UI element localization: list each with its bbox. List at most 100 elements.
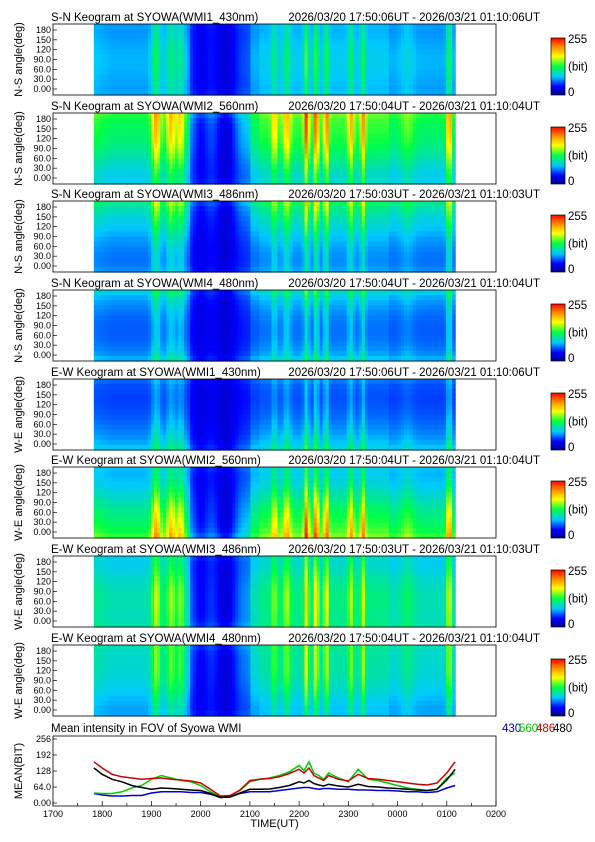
heatmap-cell: [394, 49, 399, 56]
heatmap-cell: [184, 34, 188, 40]
heatmap-cell: [190, 54, 194, 61]
heatmap-cell: [446, 123, 450, 129]
heatmap-cell: [154, 49, 158, 56]
heatmap-cell: [178, 118, 182, 124]
heatmap-cell: [142, 89, 146, 96]
heatmap-cell: [274, 168, 279, 175]
heatmap-cell: [310, 84, 315, 91]
heatmap-cell: [361, 118, 366, 124]
heatmap-cell: [316, 89, 321, 96]
heatmap-cell: [166, 34, 170, 40]
heatmap-cell: [283, 118, 288, 124]
heatmap-cell: [253, 49, 258, 56]
heatmap-cell: [145, 54, 149, 61]
heatmap-cell: [446, 153, 450, 160]
heatmap-cell: [265, 148, 270, 155]
heatmap-cell: [313, 178, 318, 185]
heatmap-cell: [172, 44, 176, 50]
heatmap-cell: [93, 246, 98, 253]
heatmap-cell: [211, 74, 215, 81]
heatmap-cell: [208, 118, 212, 124]
heatmap-cell: [187, 113, 191, 119]
heatmap-cell: [370, 89, 375, 96]
heatmap-cell: [298, 138, 303, 145]
heatmap-cell: [331, 69, 336, 76]
keogram-panels: S-N Keogram at SYOWA(WMI1_430nm) 2026/03/…: [13, 12, 588, 720]
heatmap-cell: [105, 246, 110, 253]
heatmap-cell: [250, 29, 255, 35]
heatmap-cell: [136, 79, 140, 86]
heatmap-cell: [160, 49, 164, 56]
heatmap-cell: [139, 29, 143, 35]
heatmap-cell: [334, 143, 339, 150]
heatmap-cell: [111, 216, 116, 222]
heatmap-cell: [117, 173, 122, 180]
heatmap-cell: [382, 168, 387, 175]
heatmap-cell: [151, 128, 155, 134]
heatmap-cell: [385, 143, 390, 150]
heatmap-cell: [253, 34, 258, 40]
heatmap-cell: [139, 24, 143, 30]
heatmap-cell: [419, 39, 423, 45]
heatmap-cell: [105, 54, 110, 61]
heatmap-cell: [132, 44, 137, 50]
heatmap-cell: [217, 113, 221, 119]
heatmap-cell: [367, 29, 372, 35]
heatmap-cell: [111, 74, 116, 81]
heatmap-cell: [256, 123, 261, 129]
heatmap-cell: [295, 113, 300, 119]
heatmap-cell: [265, 74, 270, 81]
heatmap-cell: [105, 168, 110, 175]
heatmap-cell: [397, 173, 402, 180]
heatmap-cell: [361, 64, 366, 71]
heatmap-cell: [256, 153, 261, 160]
heatmap-cell: [425, 74, 429, 81]
heatmap-cell: [443, 89, 447, 96]
heatmap-cell: [136, 89, 140, 96]
heatmap-cell: [425, 69, 429, 76]
heatmap-cell: [443, 74, 447, 81]
heatmap-cell: [262, 59, 267, 66]
heatmap-cell: [434, 138, 438, 145]
heatmap-cell: [274, 74, 279, 81]
heatmap-cell: [154, 138, 158, 145]
heatmap-cell: [361, 89, 366, 96]
heatmap-cell: [250, 39, 255, 45]
heatmap-cell: [96, 29, 101, 35]
heatmap-cell: [268, 153, 273, 160]
heatmap-cell: [202, 153, 206, 160]
heatmap-cell: [280, 24, 285, 30]
heatmap-cell: [307, 44, 312, 50]
heatmap-cell: [334, 163, 339, 170]
heatmap-cell: [172, 59, 176, 66]
heatmap-cell: [232, 178, 236, 185]
heatmap-cell: [102, 231, 107, 238]
heatmap-cell: [409, 178, 414, 185]
heatmap-cell: [452, 84, 456, 91]
heatmap-cell: [102, 153, 107, 160]
heatmap-cell: [196, 148, 200, 155]
heatmap-cell: [373, 34, 378, 40]
heatmap-cell: [214, 178, 218, 185]
heatmap-cell: [283, 74, 288, 81]
heatmap-cell: [196, 153, 200, 160]
heatmap-cell: [166, 158, 170, 165]
heatmap-cell: [114, 138, 119, 145]
heatmap-cell: [434, 69, 438, 76]
heatmap-cell: [283, 148, 288, 155]
heatmap-cell: [193, 168, 197, 175]
heatmap-cell: [238, 153, 242, 160]
heatmap-cell: [99, 118, 104, 124]
heatmap-cell: [202, 39, 206, 45]
heatmap-cells: [93, 201, 456, 273]
heatmap-cell: [111, 128, 116, 134]
heatmap-cell: [440, 123, 444, 129]
heatmap-cell: [370, 158, 375, 165]
heatmap-cell: [223, 84, 227, 91]
heatmap-cell: [117, 261, 122, 268]
heatmap-cell: [259, 89, 264, 96]
heatmap-cell: [283, 49, 288, 56]
heatmap-cell: [262, 133, 267, 139]
heatmap-cell: [301, 64, 306, 71]
heatmap-cell: [111, 206, 116, 212]
